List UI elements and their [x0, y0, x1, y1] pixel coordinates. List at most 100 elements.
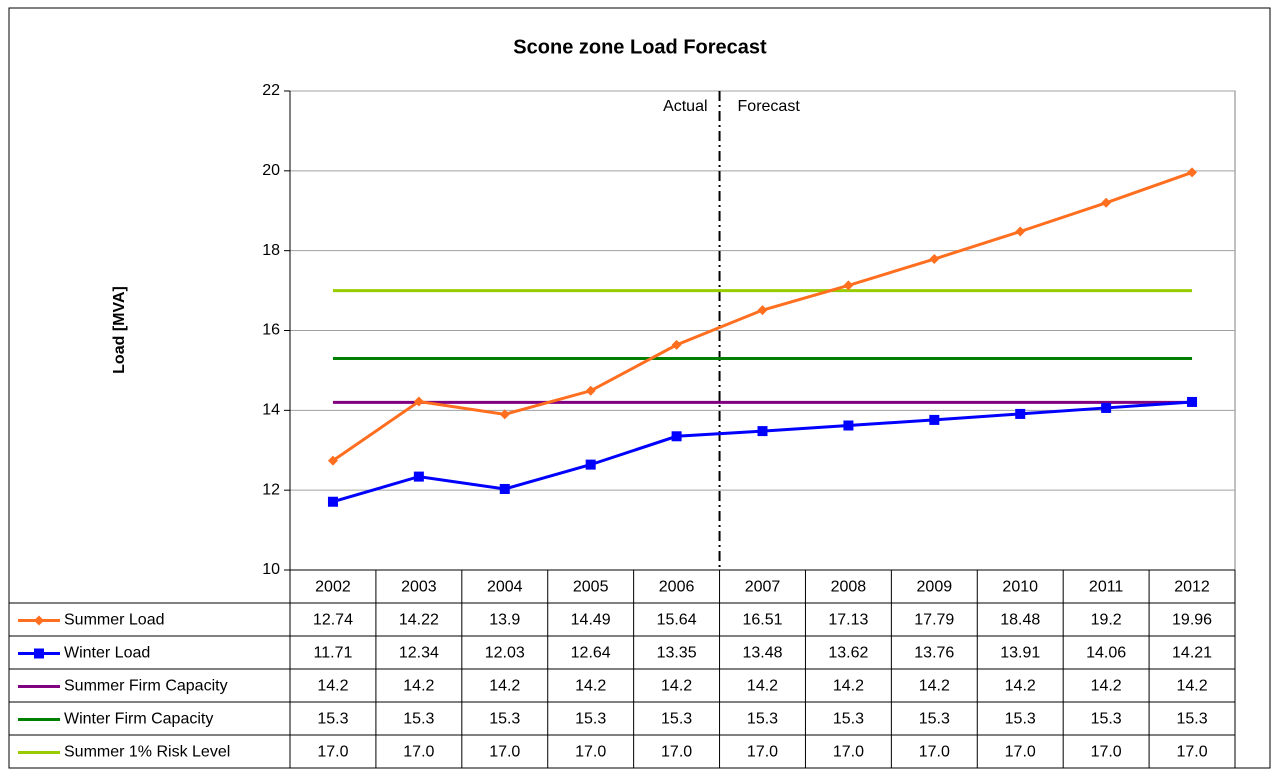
- table-cell: 15.3: [403, 711, 434, 728]
- table-cell: 14.2: [919, 678, 950, 695]
- chart-title: Scone zone Load Forecast: [513, 36, 767, 58]
- table-cell: 14.22: [399, 612, 439, 629]
- y-tick-label: 16: [262, 322, 280, 339]
- table-cell: 17.0: [919, 744, 950, 761]
- table-cell: 17.0: [1091, 744, 1122, 761]
- y-tick-label: 22: [262, 82, 280, 99]
- series-marker: [843, 280, 854, 291]
- table-cell: 15.3: [747, 711, 778, 728]
- table-cell: 13.91: [1000, 645, 1040, 662]
- table-cell: 17.0: [575, 744, 606, 761]
- table-cell: 17.13: [828, 612, 868, 629]
- table-cell: 13.9: [489, 612, 520, 629]
- table-cell: 15.3: [661, 711, 692, 728]
- table-cell: 14.2: [575, 678, 606, 695]
- legend-marker: [34, 648, 44, 659]
- series-marker: [929, 254, 940, 265]
- table-cell: 15.3: [575, 711, 606, 728]
- series-marker: [413, 471, 424, 482]
- series-marker: [1101, 402, 1112, 413]
- table-cell: 17.0: [489, 744, 520, 761]
- chart-border: [8, 7, 1271, 769]
- table-cell: 12.74: [313, 612, 353, 629]
- series-marker: [585, 459, 596, 470]
- x-tick-label: 2009: [917, 579, 953, 596]
- x-tick-label: 2007: [745, 579, 781, 596]
- x-tick-label: 2005: [573, 579, 609, 596]
- series-marker: [671, 339, 682, 350]
- table-cell: 12.34: [399, 645, 439, 662]
- table-cell: 15.3: [489, 711, 520, 728]
- x-tick-label: 2004: [487, 579, 523, 596]
- table-cell: 14.2: [661, 678, 692, 695]
- legend-label: Winter Firm Capacity: [64, 711, 213, 728]
- table-cell: 14.2: [403, 678, 434, 695]
- series-marker: [327, 496, 338, 507]
- table-cell: 17.0: [833, 744, 864, 761]
- table-cell: 13.35: [657, 645, 697, 662]
- table-cell: 19.96: [1172, 612, 1212, 629]
- table-cell: 17.0: [403, 744, 434, 761]
- table-cell: 15.3: [833, 711, 864, 728]
- x-tick-label: 2008: [831, 579, 867, 596]
- table-cell: 14.2: [1091, 678, 1122, 695]
- series-marker: [1015, 226, 1026, 237]
- series-marker: [413, 396, 424, 407]
- x-tick-label: 2011: [1089, 579, 1124, 596]
- table-cell: 14.06: [1086, 645, 1126, 662]
- table-cell: 15.64: [657, 612, 697, 629]
- table-cell: 15.3: [1005, 711, 1036, 728]
- table-cell: 17.0: [1005, 744, 1036, 761]
- table-cell: 14.2: [489, 678, 520, 695]
- table-cell: 17.0: [747, 744, 778, 761]
- series-marker: [327, 455, 338, 466]
- table-cell: 11.71: [314, 645, 353, 662]
- table-cell: 14.21: [1172, 645, 1212, 662]
- table-cell: 14.2: [1176, 678, 1207, 695]
- table-cell: 17.79: [914, 612, 954, 629]
- table-cell: 14.49: [571, 612, 611, 629]
- table-cell: 17.0: [317, 744, 348, 761]
- legend-label: Summer Load: [64, 612, 165, 629]
- x-tick-label: 2012: [1174, 579, 1210, 596]
- table-cell: 15.3: [317, 711, 348, 728]
- legend-marker: [34, 615, 44, 626]
- y-tick-label: 14: [262, 402, 280, 419]
- table-cell: 16.51: [742, 612, 782, 629]
- x-tick-label: 2003: [401, 579, 437, 596]
- table-cell: 13.48: [742, 645, 782, 662]
- table-cell: 19.2: [1091, 612, 1122, 629]
- legend-label: Winter Load: [64, 645, 150, 662]
- table-cell: 13.76: [914, 645, 954, 662]
- y-tick-label: 18: [262, 242, 280, 259]
- table-cell: 14.2: [747, 678, 778, 695]
- annotation: Actual: [663, 98, 707, 115]
- series-marker: [671, 431, 682, 442]
- table-cell: 15.3: [1091, 711, 1122, 728]
- y-tick-label: 20: [262, 162, 280, 179]
- series-marker: [1015, 408, 1026, 419]
- x-tick-label: 2006: [659, 579, 695, 596]
- table-cell: 15.3: [919, 711, 950, 728]
- series-marker: [1187, 167, 1198, 178]
- table-cell: 15.3: [1176, 711, 1207, 728]
- y-axis-label: Load [MVA]: [111, 286, 128, 374]
- series-marker: [499, 409, 510, 420]
- table-cell: 14.2: [833, 678, 864, 695]
- series-marker: [757, 305, 768, 316]
- series-marker: [757, 426, 768, 437]
- x-tick-label: 2002: [315, 579, 351, 596]
- series-marker: [843, 420, 854, 431]
- series-marker: [1101, 197, 1112, 208]
- legend-label: Summer 1% Risk Level: [64, 744, 230, 761]
- table-cell: 14.2: [317, 678, 348, 695]
- table-cell: 12.03: [485, 645, 525, 662]
- table-cell: 18.48: [1000, 612, 1040, 629]
- legend-label: Summer Firm Capacity: [64, 678, 228, 695]
- series-marker: [1187, 396, 1198, 407]
- table-cell: 14.2: [1005, 678, 1036, 695]
- series-marker: [929, 414, 940, 425]
- x-tick-label: 2010: [1002, 579, 1038, 596]
- series-marker: [585, 385, 596, 396]
